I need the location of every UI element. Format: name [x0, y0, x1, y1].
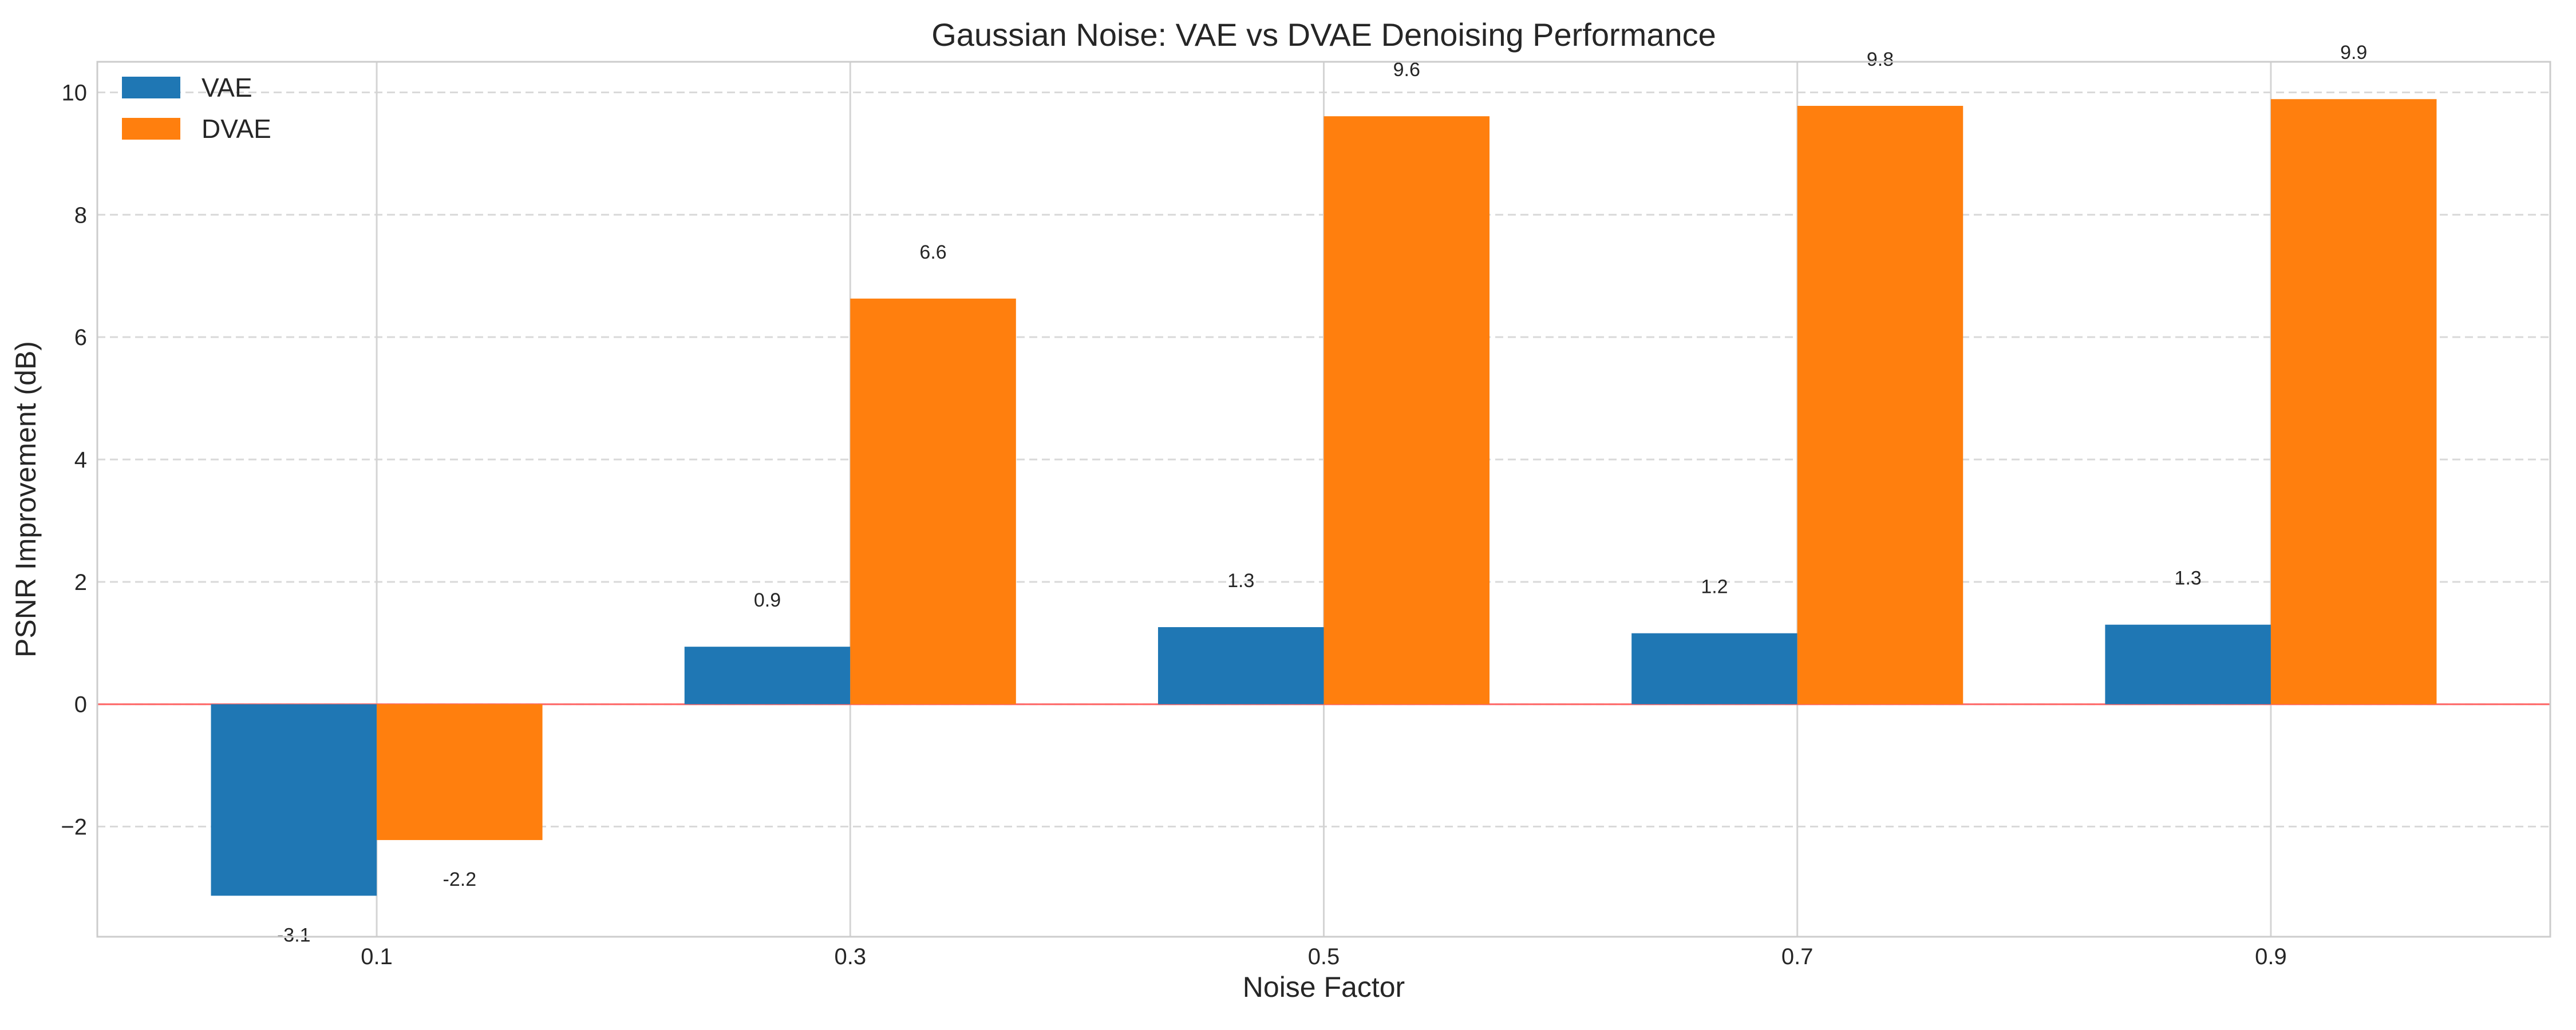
data-labels: -3.10.91.3 1.2 1.3-2.26.69.6 9.8 9.9 [277, 42, 2367, 946]
x-tick-label: 0.9 [2255, 944, 2287, 969]
vae-data-label: 0.9 [754, 589, 781, 611]
dvae-legend-swatch [122, 118, 180, 140]
y-axis-label: PSNR Improvement (dB) [10, 341, 42, 657]
dvae-data-label: -2.2 [443, 869, 477, 890]
x-axis-label: Noise Factor [1243, 971, 1405, 1003]
vae-bar-0.9 [2105, 624, 2271, 704]
chart-title: Gaussian Noise: VAE vs DVAE Denoising Pe… [931, 17, 1716, 53]
bars [211, 99, 2437, 896]
vae-data-label: 1.2 [1701, 576, 1728, 598]
y-tick-label: 10 [62, 80, 88, 105]
y-tick-label: 6 [74, 325, 87, 350]
dvae-bar-0.5 [1323, 116, 1490, 704]
y-tick-label: 4 [74, 447, 87, 473]
x-tick-label: 0.5 [1308, 944, 1340, 969]
y-tick-label: 2 [74, 570, 87, 595]
dvae-legend-label: DVAE [202, 114, 271, 144]
dvae-bar-0.9 [2270, 99, 2437, 704]
y-tick-label: −2 [61, 815, 87, 840]
dvae-bar-0.1 [377, 704, 543, 841]
x-tick-label: 0.1 [361, 944, 393, 969]
y-tick-label: 0 [74, 692, 87, 718]
y-tick-label: 8 [74, 203, 87, 228]
dvae-bar-0.7 [1797, 105, 1963, 704]
x-tick-labels: 0.1 0.3 0.5 0.7 0.9 [361, 944, 2286, 969]
vae-legend-label: VAE [202, 73, 252, 102]
dvae-data-label: 9.9 [2340, 42, 2367, 64]
plot-frame [96, 61, 2551, 938]
vae-bar-0.7 [1631, 633, 1797, 704]
vae-legend-swatch [122, 77, 180, 98]
legend: VAE DVAE [122, 73, 271, 144]
x-tick-label: 0.7 [1781, 944, 1814, 969]
y-tick-labels: −2 0 2 4 6 8 10 [61, 80, 87, 839]
dvae-bar-0.3 [850, 298, 1016, 704]
dvae-data-label: 9.8 [1867, 49, 1894, 70]
vae-bar-0.3 [684, 647, 851, 704]
vae-bar-0.5 [1157, 627, 1324, 704]
x-tick-label: 0.3 [834, 944, 866, 969]
vae-data-label: 1.3 [1227, 570, 1254, 592]
vae-data-label: -3.1 [277, 924, 311, 946]
dvae-data-label: 6.6 [919, 241, 946, 263]
vae-data-label: 1.3 [2175, 568, 2202, 589]
vae-bar-0.1 [211, 704, 377, 896]
